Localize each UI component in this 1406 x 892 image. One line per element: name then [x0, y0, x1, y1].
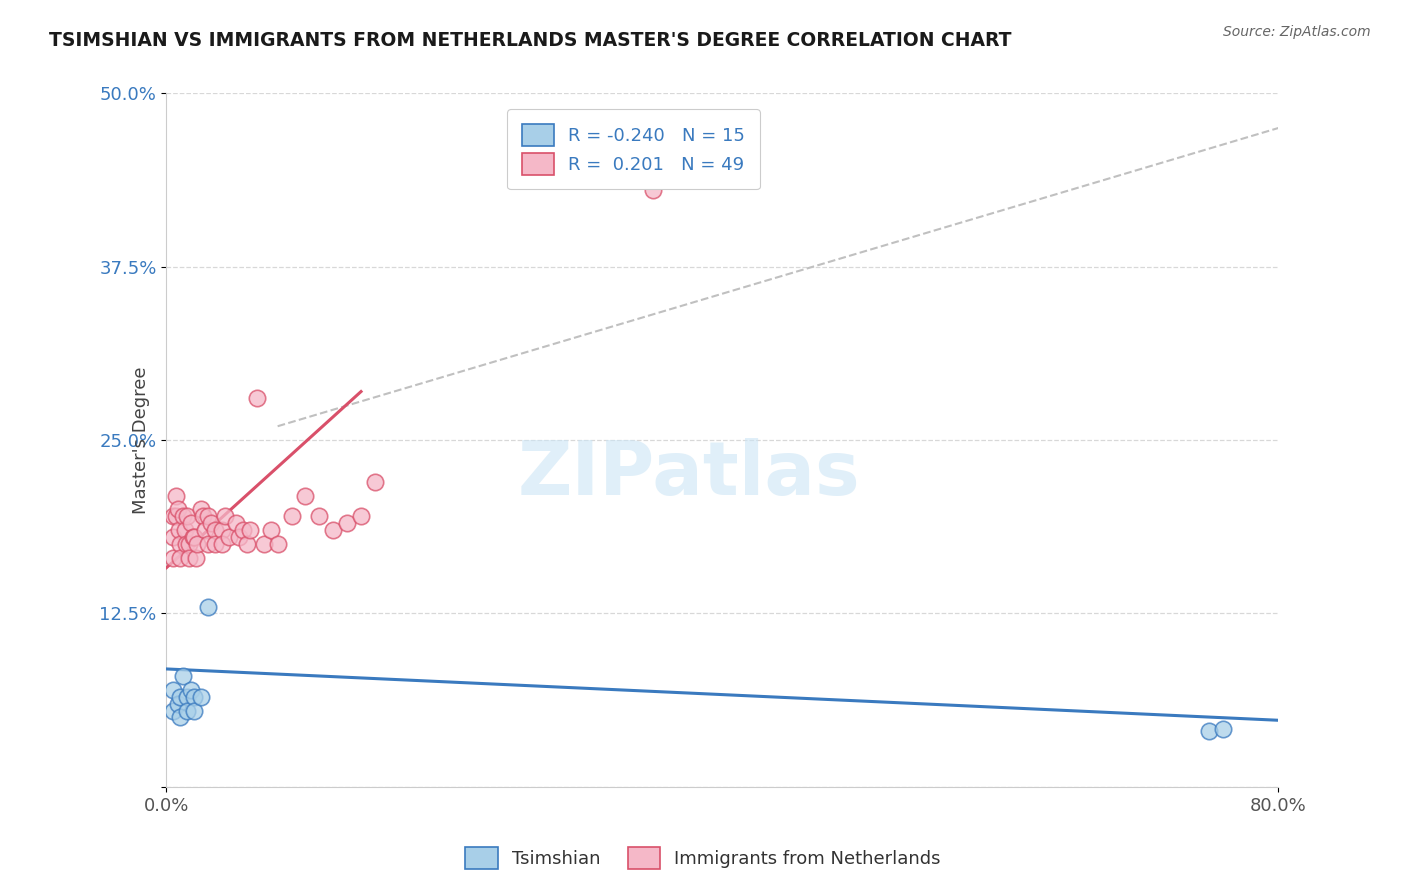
Point: [200, 516, 222, 531]
Point: [180, 682, 202, 697]
Point: [294, 489, 316, 503]
Point: [173, 523, 195, 537]
Point: [197, 509, 219, 524]
Point: [176, 690, 198, 704]
Point: [177, 537, 200, 551]
Point: [165, 509, 187, 524]
Text: TSIMSHIAN VS IMMIGRANTS FROM NETHERLANDS MASTER'S DEGREE CORRELATION CHART: TSIMSHIAN VS IMMIGRANTS FROM NETHERLANDS…: [49, 31, 1012, 50]
Point: [169, 690, 191, 704]
Point: [236, 537, 259, 551]
Point: [211, 523, 233, 537]
Point: [169, 537, 191, 551]
Point: [162, 509, 184, 524]
Point: [186, 537, 208, 551]
Point: [167, 523, 190, 537]
Point: [162, 551, 184, 566]
Point: [194, 523, 217, 537]
Point: [197, 599, 219, 614]
Point: [1198, 724, 1220, 739]
Point: [280, 509, 302, 524]
Point: [169, 710, 191, 724]
Point: [204, 537, 226, 551]
Point: [190, 690, 212, 704]
Point: [246, 392, 269, 406]
Point: [162, 530, 184, 544]
Point: [308, 509, 330, 524]
Point: [169, 551, 191, 566]
Point: [162, 704, 184, 718]
Point: [225, 516, 247, 531]
Point: [176, 704, 198, 718]
Text: ZIPatlas: ZIPatlas: [517, 438, 860, 511]
Point: [166, 502, 188, 516]
Point: [1212, 722, 1234, 736]
Point: [190, 502, 212, 516]
Point: [174, 537, 197, 551]
Point: [180, 516, 202, 531]
Point: [172, 509, 194, 524]
Point: [166, 697, 188, 711]
Point: [165, 489, 187, 503]
Point: [191, 509, 214, 524]
Point: [239, 523, 262, 537]
Text: Source: ZipAtlas.com: Source: ZipAtlas.com: [1223, 25, 1371, 39]
Point: [162, 682, 184, 697]
Point: [322, 523, 344, 537]
Point: [181, 530, 204, 544]
Point: [204, 523, 226, 537]
Point: [214, 509, 236, 524]
Point: [218, 530, 240, 544]
Y-axis label: Master's Degree: Master's Degree: [132, 367, 150, 514]
Point: [260, 523, 283, 537]
Point: [183, 704, 205, 718]
Legend: R = -0.240   N = 15, R =  0.201   N = 49: R = -0.240 N = 15, R = 0.201 N = 49: [508, 110, 759, 189]
Point: [641, 184, 664, 198]
Point: [364, 475, 387, 489]
Point: [183, 690, 205, 704]
Point: [172, 669, 194, 683]
Point: [253, 537, 276, 551]
Point: [266, 537, 288, 551]
Point: [228, 530, 250, 544]
Point: [350, 509, 373, 524]
Point: [176, 509, 198, 524]
Point: [211, 537, 233, 551]
Legend: Tsimshian, Immigrants from Netherlands: Tsimshian, Immigrants from Netherlands: [456, 838, 950, 879]
Point: [197, 537, 219, 551]
Point: [184, 551, 207, 566]
Point: [232, 523, 254, 537]
Point: [336, 516, 359, 531]
Point: [177, 551, 200, 566]
Point: [183, 530, 205, 544]
